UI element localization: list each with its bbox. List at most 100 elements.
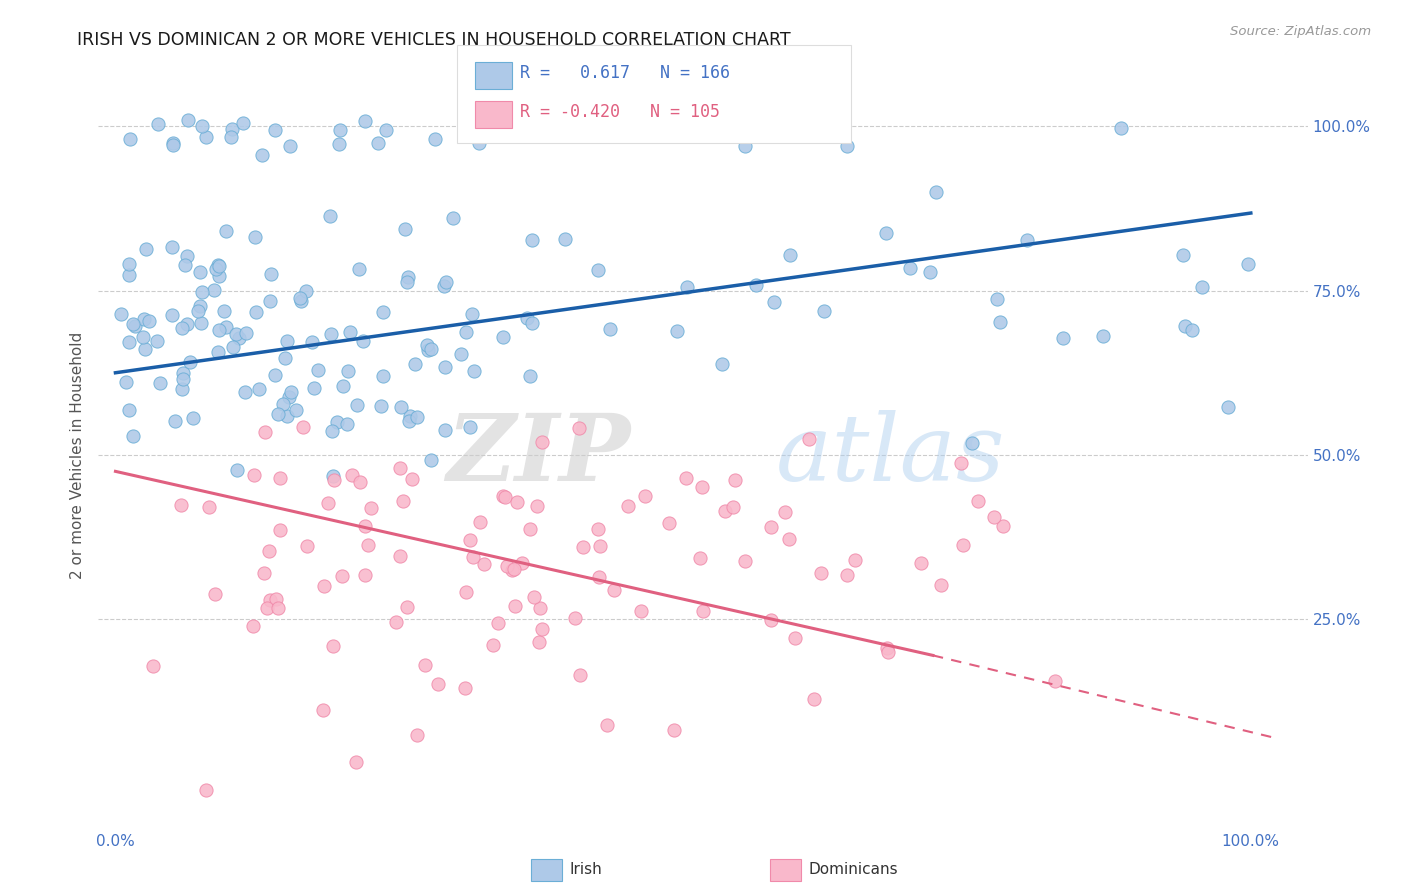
Point bbox=[420, 342, 443, 356]
Point bbox=[207, 258, 229, 272]
Text: Irish: Irish bbox=[569, 863, 602, 877]
Point bbox=[264, 368, 287, 382]
Point bbox=[503, 599, 526, 613]
Point bbox=[202, 283, 225, 297]
Point bbox=[986, 292, 1008, 306]
Point bbox=[1015, 233, 1038, 247]
Point bbox=[461, 307, 484, 321]
Point bbox=[779, 248, 801, 262]
Point bbox=[160, 240, 183, 254]
Point bbox=[763, 295, 786, 310]
Point bbox=[463, 549, 485, 564]
Point bbox=[797, 433, 820, 447]
Point bbox=[416, 338, 439, 352]
Text: Dominicans: Dominicans bbox=[808, 863, 898, 877]
Point bbox=[225, 326, 247, 341]
Point bbox=[267, 407, 290, 421]
Point bbox=[191, 285, 214, 300]
Point bbox=[1091, 329, 1114, 343]
Point bbox=[169, 498, 191, 512]
Point bbox=[388, 549, 411, 563]
Point bbox=[404, 357, 426, 371]
Point bbox=[208, 259, 231, 273]
Point bbox=[250, 147, 273, 161]
Point bbox=[876, 640, 898, 655]
Point bbox=[1052, 331, 1074, 345]
Point bbox=[588, 263, 610, 277]
Point bbox=[160, 308, 183, 322]
Point bbox=[170, 382, 193, 396]
Point bbox=[1180, 323, 1202, 337]
Point bbox=[401, 472, 423, 486]
Point bbox=[247, 382, 270, 396]
Point bbox=[269, 471, 291, 485]
Point bbox=[233, 384, 256, 399]
Point bbox=[307, 363, 329, 377]
Point bbox=[330, 568, 353, 582]
Point bbox=[778, 533, 800, 547]
Point bbox=[371, 369, 394, 384]
Point bbox=[711, 357, 734, 371]
Point bbox=[259, 267, 281, 281]
Point bbox=[118, 403, 141, 417]
Point bbox=[322, 469, 344, 483]
Point bbox=[529, 601, 551, 615]
Point bbox=[967, 494, 990, 508]
Point bbox=[420, 453, 443, 467]
Point bbox=[588, 570, 610, 584]
Point bbox=[264, 591, 287, 606]
Point bbox=[1191, 279, 1213, 293]
Point bbox=[284, 403, 307, 417]
Point bbox=[496, 559, 519, 574]
Point bbox=[526, 499, 548, 513]
Point bbox=[394, 221, 416, 235]
Point bbox=[177, 112, 200, 127]
Point bbox=[434, 275, 457, 289]
Point bbox=[273, 397, 295, 411]
Point bbox=[785, 631, 807, 645]
Point bbox=[492, 489, 515, 503]
Point bbox=[354, 567, 377, 582]
Point bbox=[433, 423, 456, 437]
Point bbox=[245, 305, 267, 319]
Point bbox=[278, 139, 301, 153]
Text: ZIP: ZIP bbox=[446, 410, 630, 500]
Point bbox=[589, 540, 612, 554]
Point bbox=[520, 316, 543, 330]
Point bbox=[810, 566, 832, 581]
Point bbox=[617, 500, 640, 514]
Point bbox=[194, 783, 217, 797]
Point bbox=[759, 613, 782, 627]
Point bbox=[501, 563, 523, 577]
Point bbox=[290, 293, 312, 308]
Point bbox=[391, 401, 413, 415]
Point bbox=[837, 568, 859, 582]
Point bbox=[118, 268, 141, 282]
Point bbox=[207, 323, 229, 337]
Point bbox=[322, 640, 344, 654]
Point bbox=[346, 398, 368, 412]
Point bbox=[1174, 318, 1197, 333]
Point bbox=[132, 312, 155, 326]
Point bbox=[297, 539, 319, 553]
Point bbox=[170, 320, 193, 334]
Point bbox=[568, 421, 591, 435]
Point bbox=[472, 557, 495, 571]
Point bbox=[803, 692, 825, 706]
Point bbox=[527, 634, 550, 648]
Point bbox=[918, 265, 941, 279]
Point bbox=[718, 128, 741, 143]
Point bbox=[454, 325, 477, 339]
Point bbox=[486, 615, 509, 630]
Point bbox=[332, 379, 354, 393]
Point bbox=[347, 262, 370, 277]
Point bbox=[190, 316, 212, 330]
Point bbox=[243, 230, 266, 244]
Point bbox=[423, 131, 446, 145]
Point bbox=[492, 330, 515, 344]
Point bbox=[197, 500, 219, 515]
Point bbox=[586, 522, 609, 536]
Point bbox=[596, 718, 619, 732]
Point bbox=[399, 409, 422, 423]
Point bbox=[253, 425, 276, 439]
